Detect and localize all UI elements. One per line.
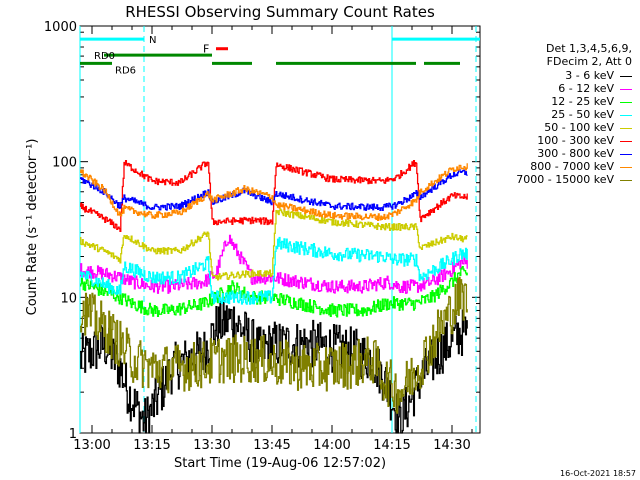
legend-entry-label: 3 - 6 keV [565,69,614,82]
legend-entry: 800 - 7000 keV [530,160,632,173]
legend-entry-label: 300 - 800 keV [537,147,614,160]
legend-swatch [620,127,632,129]
x-tick-label: 13:45 [253,438,290,453]
legend-swatch [620,179,632,181]
series-line-1 [80,299,468,434]
flare-label: F [203,43,209,56]
series-line-5 [80,208,468,281]
legend-swatch [620,101,632,103]
legend-entry: 3 - 6 keV [565,69,632,82]
x-tick-label: 13:30 [193,438,230,453]
legend-entry-label: 6 - 12 keV [558,82,614,95]
legend-entry: 7000 - 15000 keV [516,173,632,186]
legend-swatch [620,153,632,155]
legend-entry: 100 - 300 keV [537,134,632,147]
series-line-8 [80,163,468,221]
rd0-label: RD0 [94,51,115,62]
y-axis-label: Count Rate (s⁻¹ detector⁻¹) [25,139,40,316]
legend-entry-label: 800 - 7000 keV [530,160,614,173]
legend-entry: 12 - 25 keV [551,95,632,108]
legend-swatch [620,140,632,142]
series-line-3 [80,266,468,318]
legend-swatch [620,114,632,116]
y-tick-label: 1 [69,427,77,442]
legend-entry-label: 100 - 300 keV [537,134,614,147]
x-tick-label: 14:15 [373,438,410,453]
legend-swatch [620,75,632,77]
series-line-6 [80,160,468,232]
legend-entry-label: 12 - 25 keV [551,95,614,108]
x-tick-label: 13:15 [133,438,170,453]
y-tick-label: 1000 [44,20,77,35]
legend-swatch [620,88,632,90]
legend-entry-label: 50 - 100 keV [544,121,614,134]
chart-title: RHESSI Observing Summary Count Rates [125,3,435,21]
night-label: N [149,35,156,46]
plot-area: 1 10 100 1000 13:00 13:15 13:30 13:45 14:00 14:15… [44,20,481,453]
legend-entry: 6 - 12 keV [558,82,632,95]
y-tick-label: 10 [60,291,77,306]
rd6-label: RD6 [115,65,136,76]
x-tick-label: 13:00 [73,438,110,453]
series-line-4 [80,236,468,305]
legend-entry-label: 7000 - 15000 keV [516,173,614,186]
legend-header: Det 1,3,4,5,6,9, [545,42,632,55]
legend-entry: 300 - 800 keV [537,147,632,160]
x-axis-label: Start Time (19-Aug-06 12:57:02) [174,456,386,471]
legend-entry-label: 25 - 50 keV [551,108,614,121]
footer-timestamp: 16-Oct-2021 18:57 [560,469,636,478]
x-tick-label: 14:00 [313,438,350,453]
legend-header: FDecim 2, Att 0 [546,55,632,68]
x-tick-label: 14:30 [433,438,470,453]
legend-swatch [620,166,632,168]
legend-entry: 25 - 50 keV [551,108,632,121]
y-tick-label: 100 [52,156,77,171]
series-line-9 [80,276,468,414]
legend-entry: 50 - 100 keV [544,121,632,134]
